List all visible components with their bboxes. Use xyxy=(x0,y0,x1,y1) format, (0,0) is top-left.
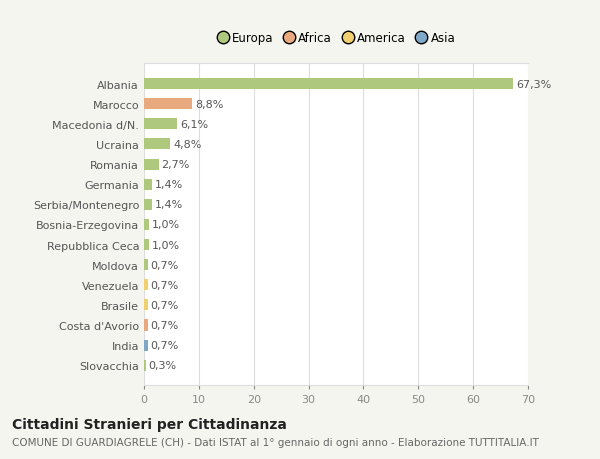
Bar xyxy=(144,199,152,210)
Text: 0,7%: 0,7% xyxy=(151,341,179,350)
Text: 67,3%: 67,3% xyxy=(516,79,551,90)
Bar xyxy=(144,99,192,110)
Bar xyxy=(144,159,159,170)
Bar xyxy=(144,119,178,130)
Text: 0,7%: 0,7% xyxy=(151,280,179,290)
Bar xyxy=(144,240,149,251)
Text: 8,8%: 8,8% xyxy=(195,100,223,109)
Bar xyxy=(144,179,152,190)
Bar xyxy=(144,79,513,90)
Text: COMUNE DI GUARDIAGRELE (CH) - Dati ISTAT al 1° gennaio di ogni anno - Elaborazio: COMUNE DI GUARDIAGRELE (CH) - Dati ISTAT… xyxy=(12,437,539,447)
Text: 0,7%: 0,7% xyxy=(151,300,179,310)
Text: 1,4%: 1,4% xyxy=(154,200,182,210)
Bar xyxy=(144,300,148,311)
Bar xyxy=(144,219,149,230)
Bar xyxy=(144,259,148,271)
Text: 6,1%: 6,1% xyxy=(180,119,208,129)
Text: Cittadini Stranieri per Cittadinanza: Cittadini Stranieri per Cittadinanza xyxy=(12,417,287,431)
Text: 0,3%: 0,3% xyxy=(148,360,176,370)
Legend: Europa, Africa, America, Asia: Europa, Africa, America, Asia xyxy=(217,32,455,45)
Text: 0,7%: 0,7% xyxy=(151,260,179,270)
Text: 1,0%: 1,0% xyxy=(152,240,181,250)
Text: 2,7%: 2,7% xyxy=(161,160,190,170)
Bar xyxy=(144,139,170,150)
Text: 1,0%: 1,0% xyxy=(152,220,181,230)
Bar xyxy=(144,320,148,331)
Text: 4,8%: 4,8% xyxy=(173,140,202,150)
Bar xyxy=(144,340,148,351)
Bar xyxy=(144,360,146,371)
Bar xyxy=(144,280,148,291)
Text: 1,4%: 1,4% xyxy=(154,180,182,190)
Text: 0,7%: 0,7% xyxy=(151,320,179,330)
